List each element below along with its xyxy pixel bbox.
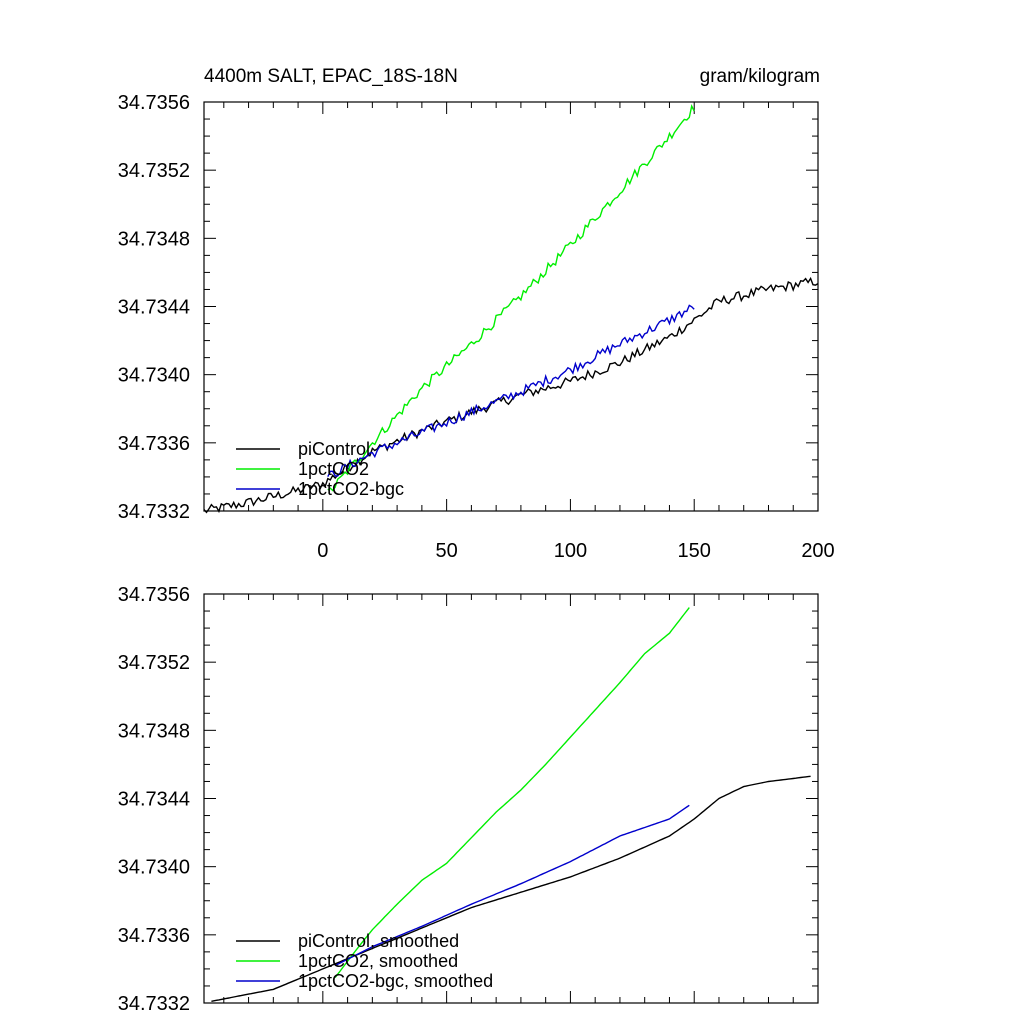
y-tick-label: 34.7336: [118, 925, 190, 947]
y-tick-label: 34.7344: [118, 789, 190, 811]
y-tick-label: 34.7340: [118, 365, 190, 387]
y-tick-label: 34.7356: [118, 584, 190, 606]
series-line-picontrol: [203, 276, 819, 514]
series-line-1pctco2-bgc: [327, 304, 695, 477]
legend-label: 1pctCO2: [298, 459, 369, 479]
y-tick-label: 34.7332: [118, 993, 190, 1015]
top-panel: 34.7332 34.7336 34.7340 34.7344 34.7348 34.73…: [118, 92, 835, 562]
legend-label: 1pctCO2-bgc, smoothed: [298, 971, 493, 991]
x-tick-label: 200: [801, 540, 834, 562]
series-line-picontrol-smoothed: [211, 775, 811, 1002]
x-tick-label: 50: [436, 540, 458, 562]
y-tick-label: 34.7356: [118, 92, 190, 114]
bottom-panel: 34.7332 34.7336 34.7340 34.7344 34.7348 34.73…: [118, 584, 819, 1015]
series-line-1pctco2: [327, 103, 695, 492]
legend-label: 1pctCO2-bgc: [298, 479, 404, 499]
legend-label: piControl: [298, 439, 370, 459]
y-tick-label: 34.7344: [118, 297, 190, 319]
y-tick-label: 34.7332: [118, 501, 190, 523]
x-tick-label: 150: [678, 540, 711, 562]
top-plot-frame: [203, 101, 819, 512]
y-tick-label: 34.7352: [118, 652, 190, 674]
chart-title: 4400m SALT, EPAC_18S-18N: [204, 66, 458, 87]
y-tick-label: 34.7348: [118, 720, 190, 742]
y-tick-label: 34.7340: [118, 857, 190, 879]
units-label: gram/kilogram: [700, 66, 820, 87]
y-tick-label: 34.7348: [118, 228, 190, 250]
legend-label: 1pctCO2, smoothed: [298, 951, 458, 971]
y-tick-label: 34.7336: [118, 433, 190, 455]
series-line-1pctco2-bgc-smoothed: [334, 804, 690, 967]
series-line-1pctco2-smoothed: [334, 607, 690, 978]
x-tick-label: 0: [317, 540, 328, 562]
legend-label: piControl, smoothed: [298, 931, 459, 951]
y-tick-label: 34.7352: [118, 160, 190, 182]
x-tick-label: 100: [554, 540, 587, 562]
